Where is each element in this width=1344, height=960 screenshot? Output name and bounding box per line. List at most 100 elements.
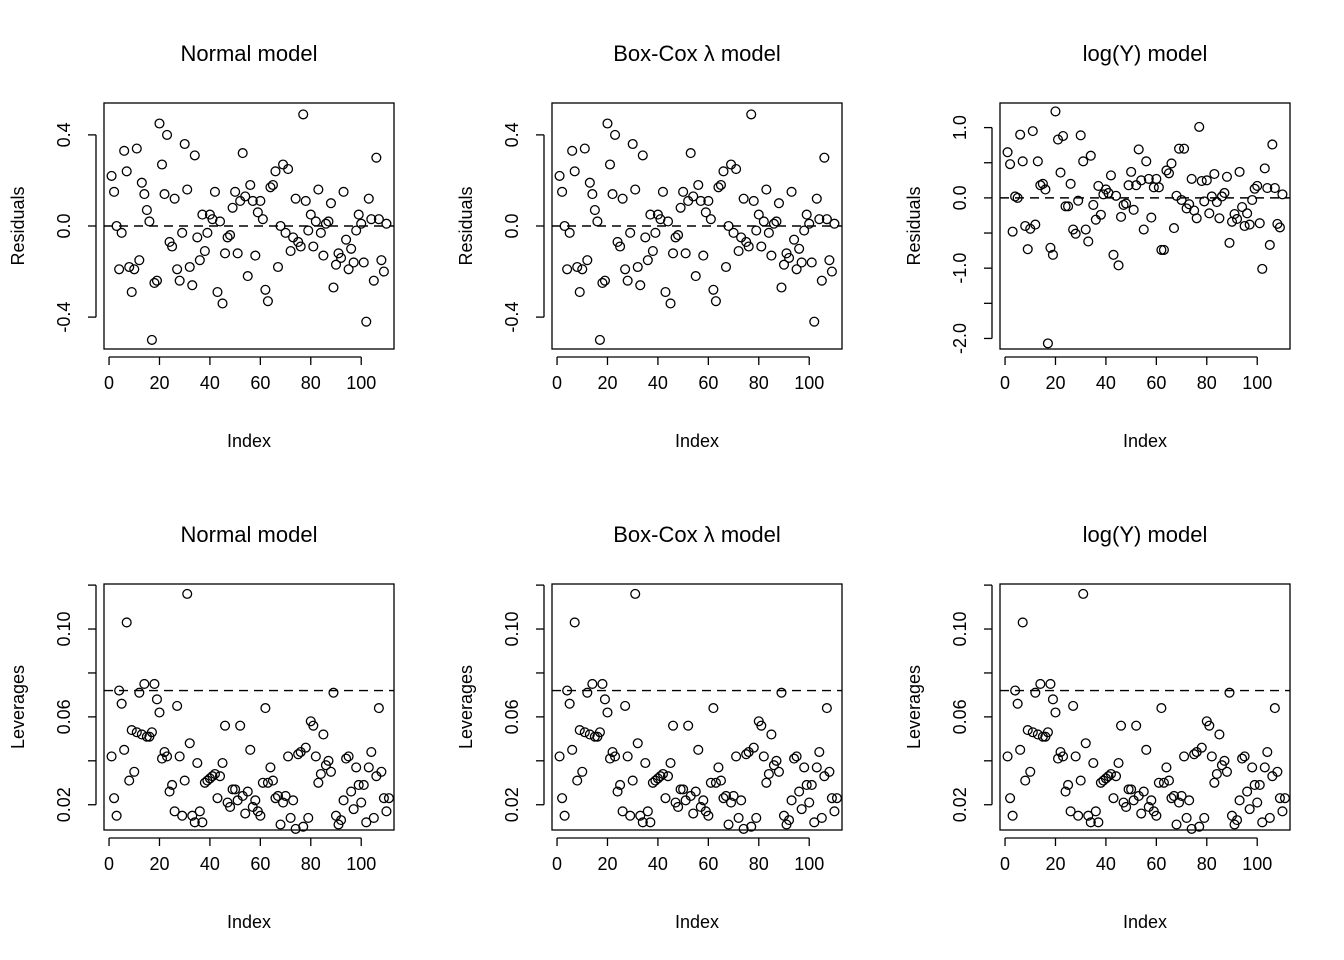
data-point	[1239, 751, 1250, 762]
data-point	[242, 786, 253, 797]
data-point	[743, 241, 754, 252]
data-point	[690, 271, 701, 282]
data-point	[1065, 806, 1076, 817]
data-point	[1103, 771, 1114, 782]
data-point	[1123, 784, 1134, 795]
x-tick-label: 0	[104, 373, 114, 393]
data-point	[270, 166, 281, 177]
data-point	[713, 182, 724, 193]
data-point	[146, 727, 157, 738]
data-point	[589, 205, 600, 216]
x-tick-label: 40	[200, 854, 220, 874]
data-point	[235, 720, 246, 731]
data-point	[159, 189, 170, 200]
data-point	[1181, 812, 1192, 823]
data-point	[761, 184, 772, 195]
data-point	[673, 801, 684, 812]
data-point	[298, 821, 309, 832]
data-point	[1224, 237, 1235, 248]
data-point	[318, 729, 329, 740]
data-point	[325, 766, 337, 777]
data-point	[1231, 815, 1243, 826]
data-point	[381, 806, 392, 817]
data-point	[121, 166, 132, 177]
data-point	[804, 218, 815, 229]
data-point	[708, 284, 719, 295]
data-point	[1196, 742, 1207, 753]
data-point	[214, 771, 226, 782]
data-point	[748, 195, 759, 206]
data-point	[285, 812, 296, 823]
data-point	[572, 261, 583, 273]
data-point	[383, 793, 395, 804]
data-point	[1012, 698, 1023, 709]
data-point	[119, 744, 130, 755]
data-point	[1088, 757, 1099, 769]
data-point	[262, 777, 273, 788]
data-point	[1025, 766, 1036, 777]
data-point	[1237, 753, 1248, 764]
x-tick-label: 0	[552, 854, 562, 874]
data-point	[1065, 178, 1076, 189]
y-tick-label: 0.4	[54, 122, 74, 147]
data-point	[1032, 729, 1043, 740]
data-point	[622, 751, 633, 762]
data-point	[1173, 797, 1185, 808]
data-point	[814, 214, 825, 225]
data-point	[1171, 819, 1182, 830]
x-tick-label: 80	[749, 854, 769, 874]
data-point	[816, 275, 827, 286]
data-point	[720, 790, 732, 802]
data-point	[1080, 738, 1091, 749]
data-point	[615, 241, 626, 252]
data-point	[728, 790, 739, 802]
data-point	[632, 738, 643, 749]
data-point	[260, 703, 271, 714]
data-point	[587, 189, 598, 200]
data-point	[353, 209, 364, 220]
data-point	[1249, 779, 1260, 791]
data-point	[219, 720, 231, 731]
data-point	[1113, 260, 1124, 271]
data-point	[1073, 195, 1084, 206]
data-point	[783, 252, 795, 263]
data-point	[1249, 183, 1260, 194]
data-point	[247, 195, 258, 206]
data-point	[1060, 786, 1071, 797]
data-point	[1141, 156, 1152, 167]
data-point	[227, 202, 238, 213]
data-point	[136, 729, 147, 740]
data-point	[134, 255, 145, 266]
data-point	[280, 790, 291, 802]
data-point	[1196, 175, 1207, 187]
data-point	[1005, 159, 1016, 170]
data-point	[804, 797, 815, 808]
data-point	[240, 808, 251, 819]
data-point	[604, 159, 616, 170]
data-point	[615, 779, 626, 791]
data-point	[806, 257, 817, 268]
x-tick-label: 20	[1045, 854, 1065, 874]
data-point	[791, 264, 802, 275]
data-point	[335, 815, 347, 826]
y-axis-title: Leverages	[904, 665, 924, 749]
y-tick-label: 1.0	[950, 115, 970, 140]
data-point	[1073, 810, 1084, 821]
data-point	[217, 757, 228, 769]
data-point	[1146, 212, 1157, 223]
data-point	[1068, 700, 1079, 711]
x-tick-label: 60	[1146, 373, 1166, 393]
data-point	[756, 720, 767, 731]
data-point	[597, 678, 608, 689]
y-tick-label: 0.0	[54, 213, 74, 238]
data-point	[280, 227, 291, 238]
data-point	[1108, 249, 1119, 260]
data-point	[1214, 729, 1225, 740]
data-point	[1158, 244, 1169, 255]
data-point	[378, 266, 389, 277]
data-point	[1219, 187, 1230, 199]
data-point	[320, 218, 331, 229]
data-point	[607, 189, 618, 200]
data-point	[1060, 201, 1071, 212]
data-point	[187, 280, 198, 291]
